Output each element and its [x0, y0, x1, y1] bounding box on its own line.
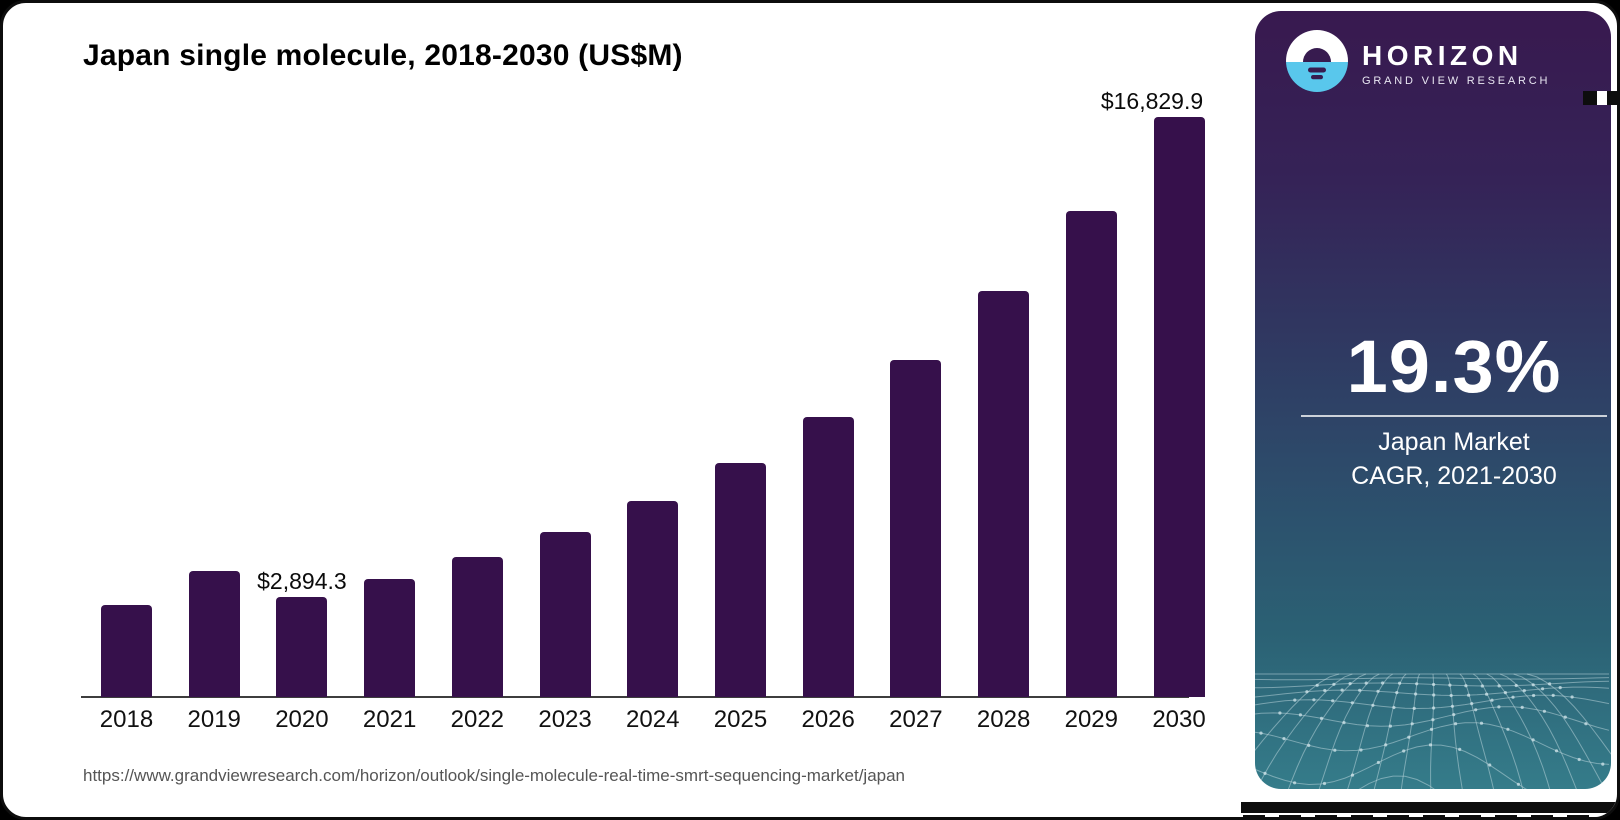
- brand-subtitle: GRAND VIEW RESEARCH: [1362, 74, 1551, 87]
- x-axis-tick-label: 2023: [538, 706, 592, 733]
- chart-title: Japan single molecule, 2018-2030 (US$M): [83, 39, 683, 72]
- bar-2028: [978, 291, 1029, 697]
- x-axis-line: [81, 696, 1189, 698]
- cagr-label-line1: Japan Market: [1378, 428, 1530, 456]
- x-axis-tick-label: 2018: [99, 706, 154, 733]
- x-axis-tick-label: 2022: [450, 706, 505, 733]
- bar-2023: [540, 532, 591, 697]
- bar-2024: [627, 501, 678, 697]
- x-axis-tick-label: 2029: [1064, 706, 1118, 733]
- bar-2030: [1154, 117, 1205, 697]
- brand-text: HORIZON GRAND VIEW RESEARCH: [1362, 39, 1551, 87]
- x-axis-tick-label: 2020: [275, 706, 329, 733]
- horizon-sun-logo-icon: [1285, 29, 1349, 98]
- bottom-border-band: [1241, 802, 1617, 813]
- x-axis-tick-label: 2019: [187, 706, 241, 733]
- x-axis-tick-label: 2028: [976, 706, 1031, 733]
- bar-2021: [364, 579, 415, 697]
- x-axis-tick-label: 2021: [362, 706, 417, 733]
- cagr-stat-block: 19.3% Japan Market CAGR, 2021-2030: [1301, 329, 1607, 493]
- bar-value-label: $2,894.3: [257, 568, 347, 594]
- cagr-label-line2: CAGR, 2021-2030: [1351, 462, 1557, 490]
- brand-name: HORIZON: [1362, 39, 1523, 71]
- x-axis-tick-label: 2026: [801, 706, 855, 733]
- chart-panel: Japan single molecule, 2018-2030 (US$M) …: [3, 3, 1255, 817]
- sidebar-card: HORIZON GRAND VIEW RESEARCH 19.3% Japan …: [1255, 11, 1611, 789]
- x-axis-tick-label: 2027: [889, 706, 943, 733]
- bar-2022: [452, 557, 503, 697]
- stat-divider: [1301, 415, 1607, 417]
- x-axis-tick-label: 2025: [713, 706, 768, 733]
- bar-2025: [715, 463, 766, 697]
- cagr-label: Japan Market CAGR, 2021-2030: [1301, 425, 1607, 493]
- x-axis-tick-label: 2030: [1152, 706, 1206, 733]
- bar-2020: [276, 597, 327, 697]
- bar-2027: [890, 360, 941, 697]
- wireframe-mesh-graphic: [1255, 673, 1611, 789]
- bottom-dash-decoration: [1243, 815, 1617, 817]
- cagr-value: 19.3%: [1346, 325, 1562, 408]
- bar-value-label: $16,829.9: [1100, 88, 1204, 114]
- bar-2029: [1066, 211, 1117, 697]
- bar-2018: [101, 605, 152, 697]
- source-url: https://www.grandviewresearch.com/horizo…: [83, 766, 906, 785]
- bar-chart: 2018 2019 2020 2021 2022 2023 2024 2025 2026 2027…: [3, 3, 1255, 817]
- bar-2026: [803, 417, 854, 697]
- x-axis-tick-label: 2024: [626, 706, 680, 733]
- brand-logo-row: HORIZON GRAND VIEW RESEARCH: [1285, 29, 1550, 98]
- topright-dash-decoration: [1583, 91, 1617, 105]
- bar-2019: [189, 571, 240, 697]
